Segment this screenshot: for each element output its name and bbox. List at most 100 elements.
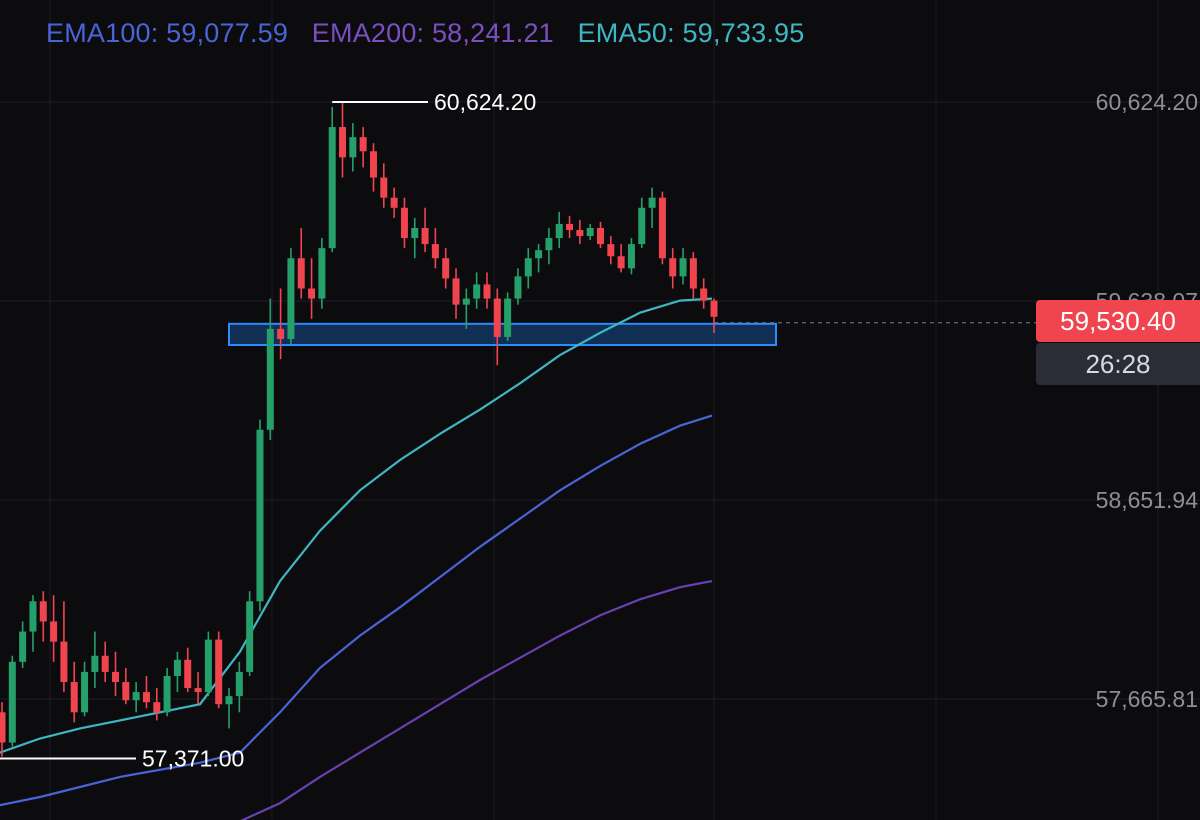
support-zone: [228, 322, 777, 347]
candle-body: [689, 258, 697, 289]
candle: [586, 223, 594, 241]
y-tick-label: 60,624.20: [1096, 89, 1198, 115]
candle-body: [308, 288, 316, 299]
candle: [8, 655, 16, 747]
candle-body: [215, 639, 223, 705]
candle: [246, 591, 254, 676]
candle: [50, 595, 58, 662]
candle-body: [122, 682, 130, 701]
candle-body: [318, 248, 326, 299]
candle-body: [431, 244, 439, 259]
ema100-legend: EMA100: 59,077.59: [46, 18, 288, 48]
candle-body: [627, 244, 635, 269]
candle-body: [39, 601, 47, 622]
candle: [112, 651, 120, 697]
candle-body: [369, 151, 377, 178]
candle: [648, 187, 656, 228]
last-price-badge: 59,530.40: [1036, 300, 1200, 342]
candle-body: [153, 702, 161, 713]
candle-body: [297, 258, 305, 289]
ema50-line: [0, 297, 713, 754]
candle-body: [19, 631, 27, 662]
candle: [266, 298, 274, 440]
candle: [514, 268, 522, 305]
ema100-line: [0, 414, 713, 807]
candle-body: [566, 223, 574, 230]
candle-body: [390, 197, 398, 208]
candle-body: [204, 639, 212, 693]
candle: [617, 244, 625, 273]
candle-body: [648, 197, 656, 208]
candle: [215, 631, 223, 709]
candle-body: [29, 601, 37, 632]
ema100-value: 59,077.59: [166, 18, 289, 48]
candle-body: [710, 300, 718, 317]
candle-body: [504, 298, 512, 337]
candle-body: [586, 227, 594, 237]
candle: [369, 143, 377, 192]
candle-body: [483, 284, 491, 299]
candle-body: [163, 675, 171, 713]
candle: [184, 647, 192, 693]
candle: [710, 298, 718, 333]
candle: [473, 272, 481, 309]
candle: [308, 258, 316, 319]
candle: [524, 248, 532, 289]
candle-body: [339, 127, 347, 158]
candle: [452, 268, 460, 319]
candle: [349, 123, 357, 172]
candle-body: [411, 227, 419, 239]
candle-body: [400, 207, 408, 239]
candle-body: [700, 288, 708, 301]
candle-body: [194, 688, 202, 693]
candle: [101, 641, 109, 683]
candle: [658, 191, 666, 265]
ema200-label: EMA200:: [311, 18, 425, 48]
candle: [142, 675, 150, 709]
candle-body: [514, 276, 522, 299]
candle: [39, 591, 47, 642]
candle-body: [60, 641, 68, 683]
candle-body: [349, 137, 357, 158]
candle-body: [266, 328, 274, 430]
candle-body: [658, 197, 666, 259]
candle: [60, 601, 68, 693]
ema100-label: EMA100:: [46, 18, 159, 48]
candle: [163, 667, 171, 717]
candle: [225, 688, 233, 729]
candle: [535, 244, 543, 273]
candle-body: [246, 601, 254, 672]
candle: [566, 215, 574, 239]
candle-body: [70, 682, 78, 713]
candle: [132, 682, 140, 713]
ema50-label: EMA50:: [577, 18, 675, 48]
ema200-value: 58,241.21: [431, 18, 554, 48]
candle: [173, 651, 181, 693]
candle-body: [473, 284, 481, 299]
candle: [679, 248, 687, 285]
candle: [29, 595, 37, 652]
candle: [277, 288, 285, 360]
candle-body: [421, 227, 429, 245]
candle: [493, 288, 501, 366]
candle: [442, 248, 450, 289]
ema50-legend: EMA50: 59,733.95: [578, 18, 805, 48]
candle-body: [555, 223, 563, 239]
candle: [411, 217, 419, 259]
candle-body: [462, 298, 470, 305]
ema50-value: 59,733.95: [682, 18, 805, 48]
candle-body: [112, 671, 120, 683]
candle: [204, 631, 212, 697]
candle: [235, 661, 243, 713]
candle-body: [617, 256, 625, 269]
candle: [19, 621, 27, 668]
candle-body: [607, 244, 615, 257]
candle: [339, 102, 347, 178]
candle-body: [452, 278, 460, 305]
candle-body: [596, 227, 604, 245]
candle-body: [679, 258, 687, 277]
candle: [431, 227, 439, 269]
candle-body: [576, 229, 584, 237]
candle: [153, 688, 161, 721]
